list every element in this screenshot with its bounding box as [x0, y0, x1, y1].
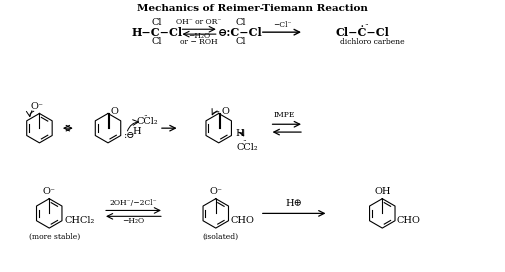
- Text: Cl: Cl: [235, 18, 245, 27]
- Text: Cl: Cl: [235, 38, 245, 47]
- Text: −H₂O: −H₂O: [188, 32, 210, 40]
- Text: ··: ··: [243, 137, 247, 146]
- Text: Mechanics of Reimer-Tiemann Reaction: Mechanics of Reimer-Tiemann Reaction: [136, 4, 368, 13]
- Text: 2OH⁻/−2Cl⁻: 2OH⁻/−2Cl⁻: [110, 199, 157, 207]
- Text: O⁻: O⁻: [209, 187, 222, 196]
- Text: O: O: [222, 107, 229, 116]
- Text: H: H: [235, 129, 243, 138]
- Text: H⊕: H⊕: [286, 199, 302, 208]
- Text: (isolated): (isolated): [203, 233, 239, 241]
- Text: ··: ··: [143, 112, 147, 120]
- Text: CHO: CHO: [230, 216, 254, 225]
- Text: ⊖:C−Cl: ⊖:C−Cl: [218, 27, 263, 38]
- Text: CHO: CHO: [397, 216, 421, 225]
- Text: Cl: Cl: [152, 18, 162, 27]
- Text: O: O: [111, 107, 119, 116]
- Text: :⊖: :⊖: [124, 131, 135, 140]
- Text: O⁻: O⁻: [31, 102, 44, 111]
- Text: H−C−Cl: H−C−Cl: [131, 27, 182, 38]
- Text: OH: OH: [374, 187, 390, 196]
- Text: −H₂O: −H₂O: [122, 217, 144, 225]
- Text: CHCl₂: CHCl₂: [65, 216, 95, 225]
- Text: −Cl⁻: −Cl⁻: [273, 21, 291, 29]
- Text: IMPE: IMPE: [274, 112, 295, 119]
- Text: CCl₂: CCl₂: [136, 117, 158, 126]
- Text: Cl: Cl: [152, 38, 162, 47]
- Text: CCl₂: CCl₂: [236, 143, 258, 152]
- Text: or − ROH: or − ROH: [180, 38, 218, 46]
- Text: Cl−Ċ−Cl: Cl−Ċ−Cl: [336, 27, 390, 38]
- Text: ··: ··: [364, 21, 369, 29]
- Text: (more stable): (more stable): [28, 233, 80, 241]
- Text: H: H: [132, 127, 141, 136]
- Text: O⁻: O⁻: [43, 187, 56, 196]
- Text: OH⁻ or OR⁻: OH⁻ or OR⁻: [176, 18, 222, 26]
- Text: dichloro carbene: dichloro carbene: [340, 38, 405, 46]
